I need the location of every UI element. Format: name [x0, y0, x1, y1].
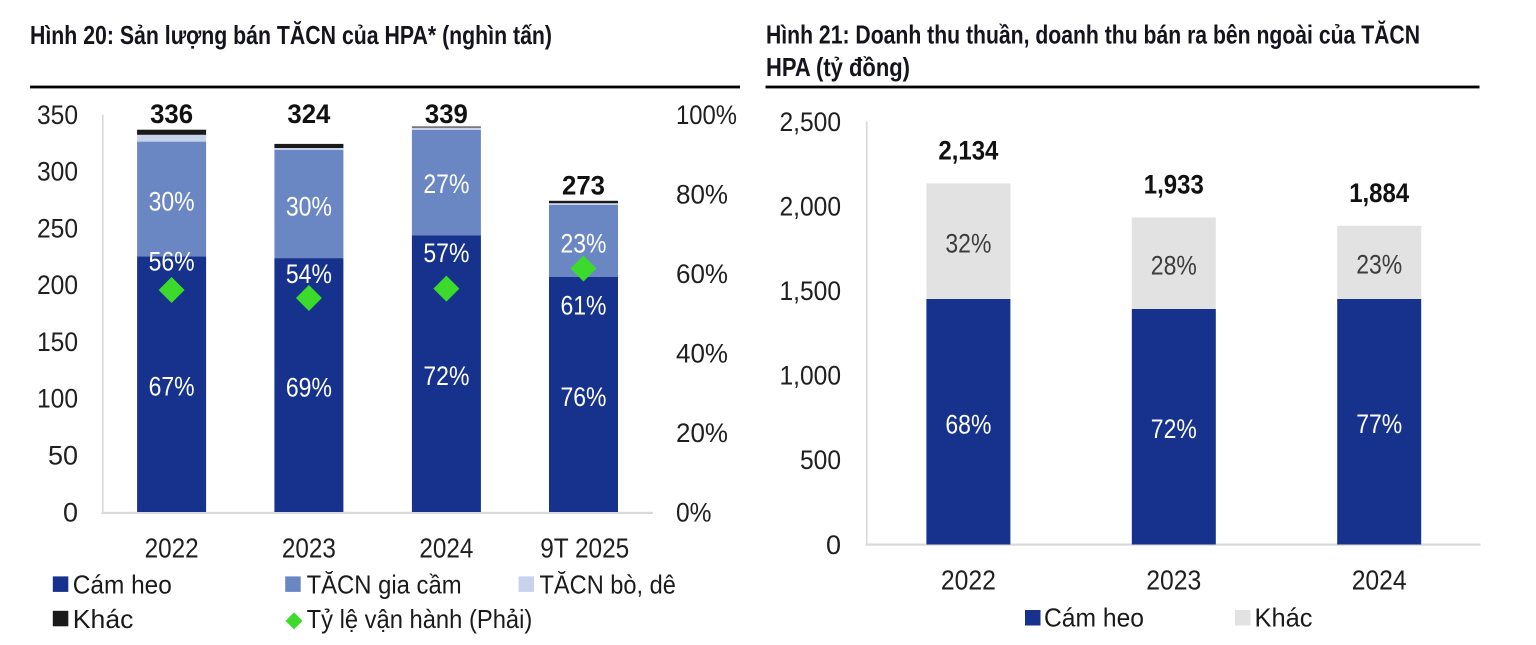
svg-text:339: 339 [425, 99, 468, 129]
svg-text:Cám heo: Cám heo [1044, 603, 1144, 633]
svg-text:30%: 30% [149, 186, 195, 216]
svg-text:72%: 72% [423, 361, 469, 391]
svg-text:1,500: 1,500 [780, 276, 842, 306]
svg-text:68%: 68% [945, 409, 991, 439]
svg-text:324: 324 [287, 99, 330, 129]
svg-text:80%: 80% [676, 179, 728, 209]
svg-text:54%: 54% [286, 259, 332, 289]
svg-text:40%: 40% [676, 338, 728, 368]
svg-text:67%: 67% [149, 371, 195, 401]
svg-text:61%: 61% [561, 291, 607, 321]
svg-text:2023: 2023 [282, 533, 336, 564]
svg-text:250: 250 [37, 213, 78, 243]
svg-text:23%: 23% [1356, 250, 1402, 280]
svg-text:76%: 76% [561, 382, 607, 412]
svg-text:150: 150 [37, 327, 78, 357]
svg-text:69%: 69% [286, 372, 332, 402]
svg-text:Cám heo: Cám heo [73, 569, 172, 599]
svg-text:TĂCN bò, dê: TĂCN bò, dê [540, 569, 676, 599]
svg-text:2024: 2024 [1352, 565, 1407, 596]
svg-text:72%: 72% [1151, 414, 1197, 444]
svg-text:350: 350 [37, 100, 78, 130]
svg-text:27%: 27% [423, 169, 469, 199]
svg-text:1,000: 1,000 [780, 361, 842, 391]
svg-text:2,500: 2,500 [780, 107, 842, 137]
svg-text:28%: 28% [1151, 251, 1197, 281]
svg-text:0%: 0% [676, 497, 712, 527]
svg-text:1,884: 1,884 [1349, 178, 1409, 208]
svg-text:Khác: Khác [1255, 603, 1313, 633]
svg-text:TĂCN gia cầm: TĂCN gia cầm [307, 569, 462, 599]
svg-text:300: 300 [37, 157, 78, 187]
svg-text:Hình 21: Doanh thu thuần, doan: Hình 21: Doanh thu thuần, doanh thu bán … [766, 20, 1420, 50]
svg-text:2,000: 2,000 [780, 192, 842, 222]
svg-text:57%: 57% [423, 238, 469, 268]
svg-text:100: 100 [37, 384, 78, 414]
svg-text:32%: 32% [945, 229, 991, 259]
svg-text:56%: 56% [149, 247, 195, 277]
svg-text:9T 2025: 9T 2025 [540, 533, 629, 564]
svg-text:20%: 20% [676, 418, 728, 448]
svg-text:60%: 60% [676, 259, 728, 289]
svg-text:2022: 2022 [941, 565, 996, 596]
svg-text:336: 336 [150, 99, 193, 129]
svg-text:Hình 20: Sản lượng bán TĂCN củ: Hình 20: Sản lượng bán TĂCN của HPA* (ng… [30, 20, 552, 50]
svg-text:HPA (tỷ đồng): HPA (tỷ đồng) [766, 52, 910, 82]
svg-text:Khác: Khác [73, 604, 134, 634]
svg-text:500: 500 [800, 445, 841, 475]
svg-text:77%: 77% [1356, 409, 1402, 439]
svg-text:2023: 2023 [1146, 565, 1201, 596]
svg-text:Tỷ lệ vận hành (Phải): Tỷ lệ vận hành (Phải) [307, 604, 533, 634]
svg-text:0: 0 [826, 530, 841, 560]
svg-text:23%: 23% [561, 228, 607, 258]
svg-text:30%: 30% [286, 191, 332, 221]
svg-text:1,933: 1,933 [1144, 169, 1204, 199]
svg-text:100%: 100% [676, 100, 737, 130]
svg-text:273: 273 [562, 171, 605, 201]
svg-text:2,134: 2,134 [938, 135, 998, 165]
svg-text:2022: 2022 [145, 533, 199, 564]
svg-text:0: 0 [63, 497, 78, 527]
svg-text:50: 50 [48, 441, 78, 471]
svg-text:200: 200 [37, 270, 78, 300]
svg-text:2024: 2024 [419, 533, 473, 564]
